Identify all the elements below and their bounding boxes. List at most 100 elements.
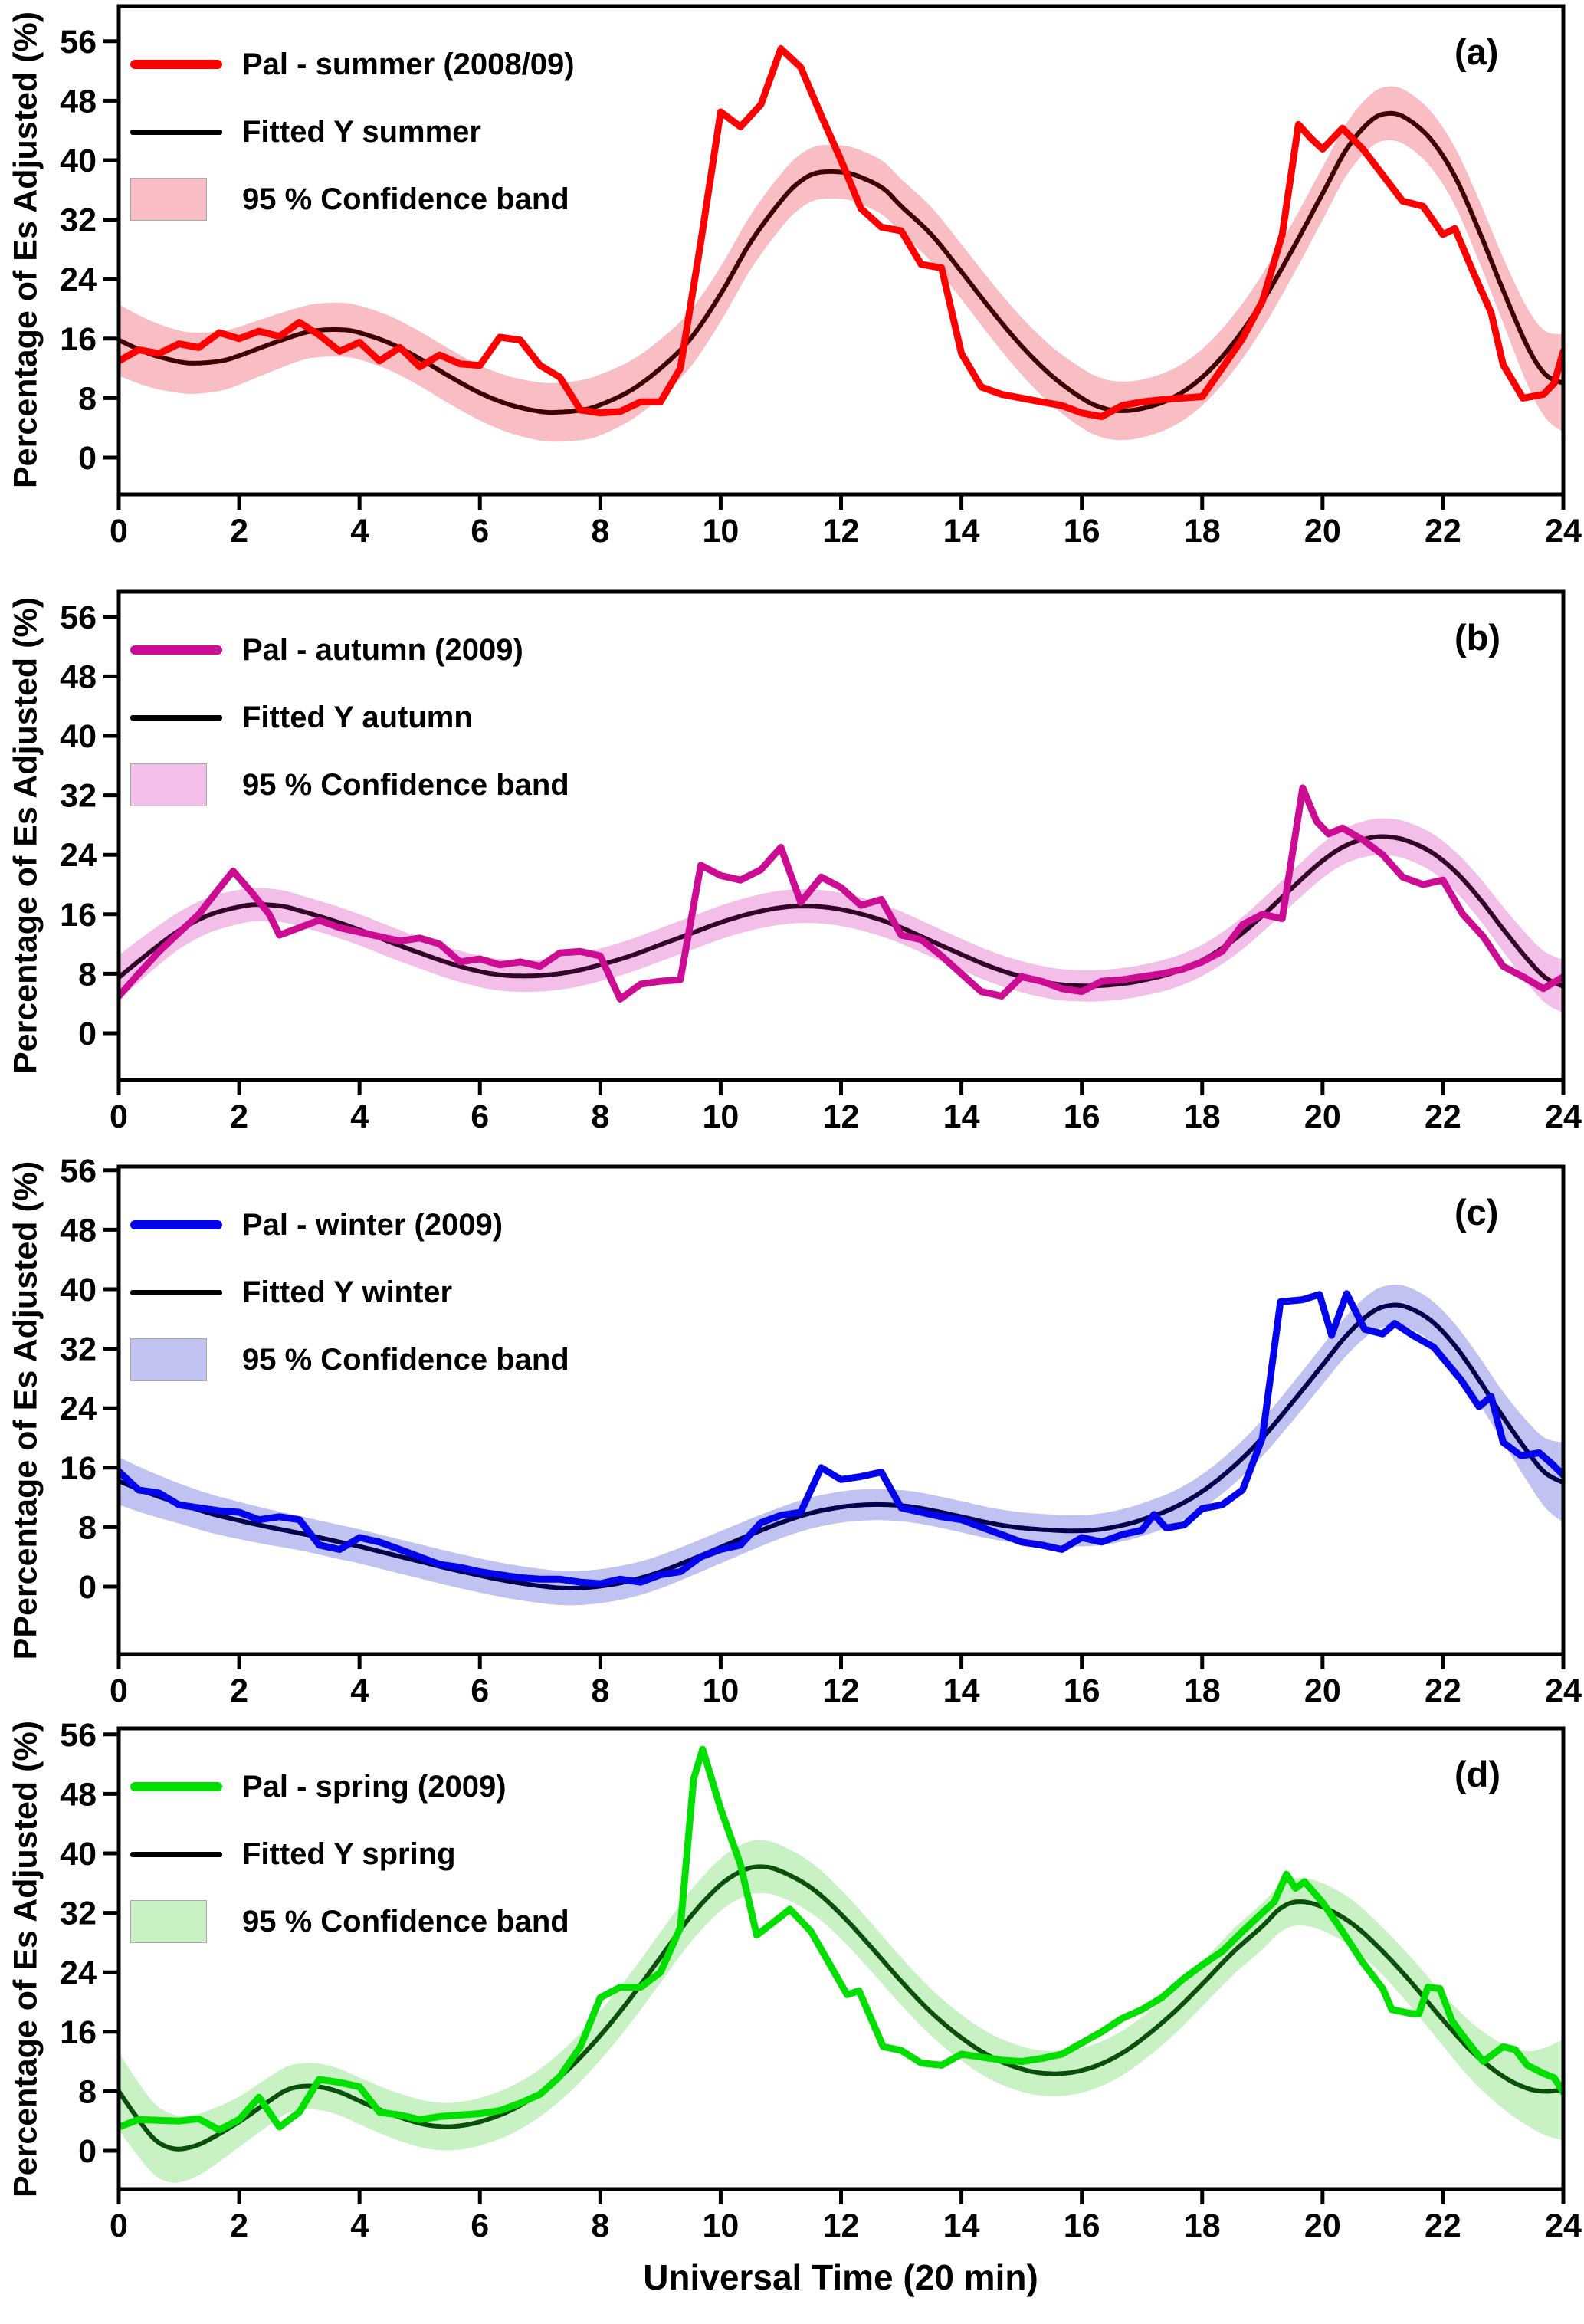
y-tick-label: 24	[60, 1390, 97, 1427]
y-tick-label: 48	[60, 658, 97, 695]
fitted-line	[119, 1302, 1563, 1590]
x-tick-label: 22	[1425, 1672, 1461, 1709]
x-tick-label: 0	[110, 2207, 128, 2244]
legend-label: 95 % Confidence band	[242, 1342, 569, 1377]
legend-label: Fitted Y autumn	[242, 700, 473, 734]
x-axis-title: Universal Time (20 min)	[643, 2257, 1038, 2297]
legend-label: 95 % Confidence band	[242, 1904, 569, 1938]
x-tick-label: 20	[1304, 2207, 1341, 2244]
confidence-band	[119, 1840, 1563, 2183]
band-swatch-icon	[130, 178, 230, 221]
fitted-line-swatch-icon	[130, 714, 230, 721]
y-tick-label: 56	[60, 1153, 97, 1190]
y-tick-label: 16	[60, 2014, 97, 2051]
y-tick-label: 32	[60, 778, 97, 815]
legend-label: Pal - winter (2009)	[242, 1207, 503, 1242]
data-series-line	[119, 1745, 1563, 2134]
y-tick-label: 24	[60, 261, 97, 298]
panel-c-curves	[119, 1284, 1563, 1606]
x-tick-label: 20	[1304, 513, 1341, 550]
y-tick-label: 8	[78, 380, 97, 417]
x-tick-label: 16	[1064, 513, 1100, 550]
data-series-line	[119, 784, 1563, 1003]
x-tick-label: 4	[350, 1672, 369, 1709]
legend-row-fitted: Fitted Y summer	[130, 98, 575, 166]
x-tick-label: 0	[110, 1098, 128, 1135]
x-tick-label: 0	[110, 1672, 128, 1709]
y-tick-label: 40	[60, 143, 97, 179]
legend-row-series: Pal - autumn (2009)	[130, 616, 569, 684]
y-tick-label: 56	[60, 24, 97, 61]
panel-d-legend: Pal - spring (2009) Fitted Y spring 95 %…	[130, 1753, 569, 1955]
x-tick-label: 22	[1425, 1098, 1461, 1135]
x-tick-label: 12	[823, 513, 860, 550]
panel-c-legend: Pal - winter (2009) Fitted Y winter 95 %…	[130, 1191, 569, 1393]
y-tick-label: 24	[60, 837, 97, 874]
fitted-line-swatch-icon	[130, 1289, 230, 1295]
fitted-line-swatch-icon	[130, 129, 230, 135]
fitted-line-swatch-icon	[130, 1851, 230, 1857]
data-series-line	[119, 1290, 1563, 1587]
series-line-swatch-icon	[130, 60, 230, 69]
x-tick-label: 24	[1545, 2207, 1582, 2244]
x-tick-label: 20	[1304, 1098, 1341, 1135]
x-tick-label: 14	[943, 1098, 980, 1135]
legend-label: Fitted Y spring	[242, 1837, 456, 1871]
panel-b-legend: Pal - autumn (2009) Fitted Y autumn 95 %…	[130, 616, 569, 819]
band-swatch-icon	[130, 1900, 230, 1943]
x-tick-label: 16	[1064, 1672, 1100, 1709]
legend-row-band: 95 % Confidence band	[130, 751, 569, 819]
panel-b-curves	[119, 784, 1563, 1013]
legend-label: Pal - spring (2009)	[242, 1769, 507, 1804]
series-line-swatch-icon	[130, 1782, 230, 1791]
legend-row-series: Pal - spring (2009)	[130, 1753, 569, 1820]
x-tick-label: 8	[591, 1098, 609, 1135]
data-series-line	[119, 45, 1563, 421]
y-tick-label: 0	[78, 1569, 97, 1606]
x-tick-label: 12	[823, 2207, 860, 2244]
x-tick-label: 2	[230, 1098, 248, 1135]
y-tick-label: 16	[60, 321, 97, 358]
y-tick-label: 0	[78, 2133, 97, 2170]
y-tick-label: 32	[60, 202, 97, 239]
panel-a-curves	[119, 45, 1563, 442]
series-line-swatch-icon	[130, 645, 230, 655]
y-tick-label: 8	[78, 1509, 97, 1546]
y-tick-label: 24	[60, 1955, 97, 1991]
x-tick-label: 10	[702, 1098, 739, 1135]
x-tick-label: 2	[230, 1672, 248, 1709]
legend-row-series: Pal - summer (2008/09)	[130, 31, 575, 98]
x-tick-label: 12	[823, 1672, 860, 1709]
x-tick-label: 4	[350, 1098, 369, 1135]
panel-a-y-axis-title: Percentage of Es Adjusted (%)	[7, 11, 44, 489]
y-tick-label: 16	[60, 1450, 97, 1487]
x-tick-label: 10	[702, 2207, 739, 2244]
legend-label: 95 % Confidence band	[242, 182, 569, 216]
x-tick-label: 6	[471, 1672, 489, 1709]
confidence-band	[119, 86, 1563, 442]
legend-label: Fitted Y winter	[242, 1275, 453, 1309]
x-tick-label: 8	[591, 513, 609, 550]
x-tick-label: 14	[943, 2207, 980, 2244]
x-tick-label: 20	[1304, 1672, 1341, 1709]
legend-row-band: 95 % Confidence band	[130, 166, 575, 233]
x-tick-label: 2	[230, 2207, 248, 2244]
legend-row-fitted: Fitted Y winter	[130, 1259, 569, 1326]
x-tick-label: 18	[1184, 2207, 1221, 2244]
x-tick-label: 14	[943, 513, 980, 550]
x-tick-label: 24	[1545, 1672, 1582, 1709]
x-tick-label: 0	[110, 513, 128, 550]
y-tick-label: 0	[78, 1016, 97, 1052]
panel-c-letter: (c)	[1454, 1192, 1499, 1233]
y-tick-label: 32	[60, 1896, 97, 1932]
panel-a-letter: (a)	[1454, 31, 1499, 72]
legend-label: Fitted Y summer	[242, 114, 481, 149]
y-tick-label: 8	[78, 956, 97, 993]
legend-row-band: 95 % Confidence band	[130, 1326, 569, 1393]
band-swatch-icon	[130, 763, 230, 806]
legend-label: Pal - summer (2008/09)	[242, 47, 575, 81]
panel-d-y-axis-title: Percentage of Es Adjusted (%)	[7, 1720, 44, 2198]
panel-a-legend: Pal - summer (2008/09) Fitted Y summer 9…	[130, 31, 575, 233]
x-tick-label: 12	[823, 1098, 860, 1135]
